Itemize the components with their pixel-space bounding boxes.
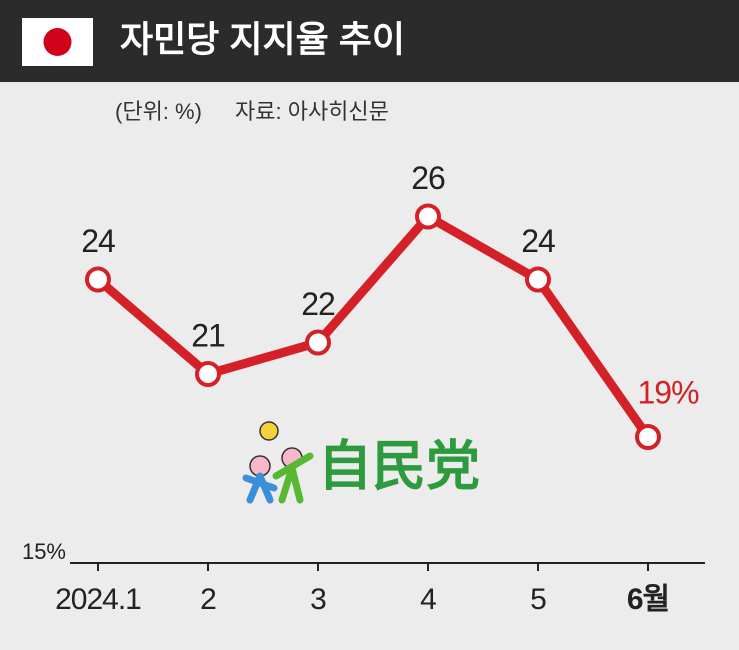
point (195, 361, 221, 387)
value-label: 24 (521, 223, 555, 259)
logo-text: 自民党 (318, 436, 480, 496)
x-tick-label: 6월 (627, 583, 669, 616)
point (635, 424, 661, 450)
value-label: 22 (301, 286, 335, 322)
header-bar (0, 0, 739, 82)
x-tick-label: 4 (420, 583, 436, 616)
x-tick-label: 2 (200, 583, 216, 616)
value-label: 21 (191, 317, 225, 353)
x-tick-label: 5 (530, 583, 546, 616)
point (525, 266, 551, 293)
line (95, 212, 652, 440)
y-tick-label: 15% (22, 539, 66, 564)
value-label: 26 (411, 160, 445, 196)
logo-figures (242, 421, 314, 504)
point (305, 329, 331, 356)
chart-title: 자민당 지지율 추이 (120, 19, 405, 60)
unit-note: (단위: %) (115, 99, 202, 124)
flag-sun (43, 28, 72, 56)
x-tick-label: 3 (310, 583, 326, 616)
value-label: 24 (81, 223, 115, 259)
point (415, 203, 441, 230)
x-tick-label: 2024.1 (55, 583, 141, 616)
value-label: 19% (637, 374, 699, 410)
point (85, 266, 111, 293)
source: 자료: 아사히신문 (235, 99, 389, 124)
